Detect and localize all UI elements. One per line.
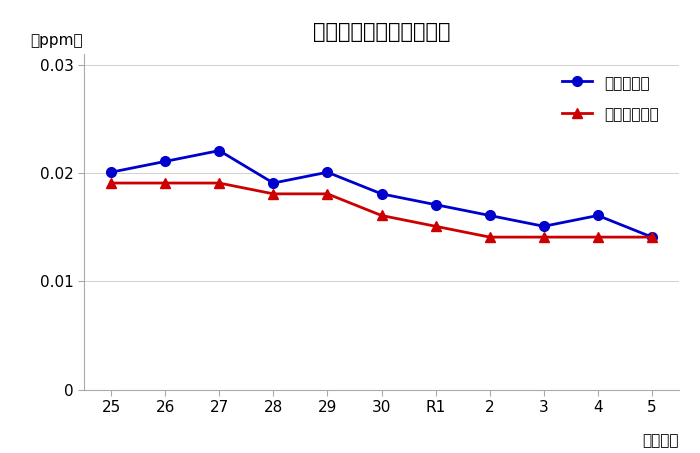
都区部平均値 [648,234,656,240]
都区部平均値 [594,234,602,240]
都区部平均値 [431,224,440,229]
都区部平均値 [161,180,169,186]
Line: 都区部平均値: 都区部平均値 [106,178,657,242]
Text: （年度）: （年度） [643,433,679,448]
区内平均値 [486,213,494,218]
都区部平均値 [215,180,223,186]
Title: 【二酸化窒素経年変化】: 【二酸化窒素経年変化】 [313,22,450,42]
区内平均値 [215,148,223,153]
区内平均値 [594,213,602,218]
区内平均値 [269,180,277,186]
都区部平均値 [486,234,494,240]
都区部平均値 [377,213,386,218]
区内平均値 [161,159,169,164]
区内平均値 [431,202,440,207]
区内平均値 [648,234,656,240]
区内平均値 [377,191,386,197]
都区部平均値 [540,234,548,240]
Legend: 区内平均値, 都区部平均値: 区内平均値, 都区部平均値 [556,69,666,128]
Line: 区内平均値: 区内平均値 [106,146,657,242]
都区部平均値 [269,191,277,197]
区内平均値 [323,169,332,175]
Text: （ppm）: （ppm） [31,33,83,48]
区内平均値 [540,224,548,229]
区内平均値 [107,169,116,175]
都区部平均値 [107,180,116,186]
都区部平均値 [323,191,332,197]
